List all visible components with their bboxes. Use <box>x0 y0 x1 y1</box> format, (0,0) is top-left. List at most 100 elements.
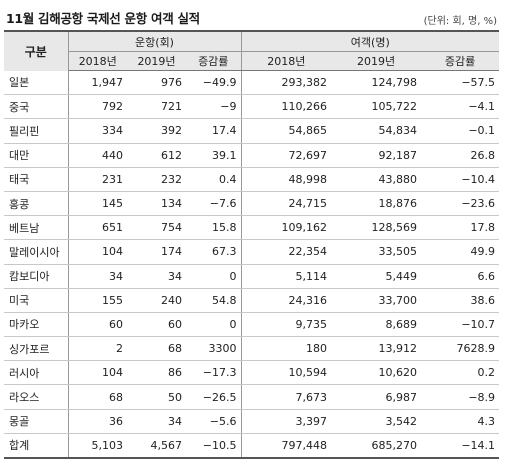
table-body: 일본 1,947 976 −49.9 293,382 124,798 −57.5 중국 792 7… <box>4 70 500 459</box>
cell-flights-2018: 792 <box>68 94 127 120</box>
cell-passengers-2018: 293,382 <box>241 70 332 96</box>
cell-passengers-2019: 10,620 <box>331 360 422 386</box>
cell-flights-2018: 68 <box>68 384 127 410</box>
table-row: 대만 440 612 39.1 72,697 92,187 26.8 <box>4 143 500 168</box>
table-row: 마카오 60 60 0 9,735 8,689 −10.7 <box>4 312 500 338</box>
cell-passengers-2018: 5,114 <box>241 264 332 289</box>
cell-passengers-2018: 110,266 <box>241 94 332 120</box>
cell-flights-2018: 1,947 <box>68 70 127 96</box>
cell-passengers-change: 7628.9 <box>421 336 500 362</box>
cell-flights-2018: 34 <box>68 264 127 289</box>
cell-passengers-2018: 109,162 <box>241 215 332 241</box>
header-flights-2018: 2018년 <box>68 51 127 71</box>
cell-country: 홍콩 <box>4 191 69 217</box>
cell-flights-2019: 174 <box>127 239 186 265</box>
cell-passengers-2019: 685,270 <box>331 432 422 459</box>
table-title: 11월 김해공항 국제선 운항 여객 실적 <box>6 11 200 26</box>
cell-flights-change: 54.8 <box>186 288 242 313</box>
cell-passengers-2018: 24,316 <box>241 288 332 313</box>
cell-passengers-2018: 54,865 <box>241 118 332 144</box>
cell-passengers-change: −0.1 <box>421 118 500 144</box>
cell-flights-2019: 86 <box>127 360 186 386</box>
cell-flights-change: −49.9 <box>186 70 242 96</box>
cell-passengers-change: 17.8 <box>421 215 500 241</box>
table-row: 말레이시아 104 174 67.3 22,354 33,505 49.9 <box>4 239 500 265</box>
cell-flights-change: −26.5 <box>186 384 242 410</box>
header-flights-change: 증감률 <box>186 51 242 71</box>
cell-flights-2019: 34 <box>127 409 186 434</box>
cell-flights-2019: 4,567 <box>127 432 186 459</box>
cell-passengers-2018: 7,673 <box>241 384 332 410</box>
header-passengers-group: 여객(명) <box>241 30 500 52</box>
cell-passengers-change: −57.5 <box>421 70 500 96</box>
table-row: 캄보디아 34 34 0 5,114 5,449 6.6 <box>4 264 500 289</box>
cell-flights-2018: 104 <box>68 360 127 386</box>
cell-passengers-2018: 3,397 <box>241 409 332 434</box>
cell-passengers-2019: 128,569 <box>331 215 422 241</box>
cell-flights-2018: 334 <box>68 118 127 144</box>
header-passengers-2019: 2019년 <box>331 51 422 71</box>
cell-passengers-2019: 13,912 <box>331 336 422 362</box>
cell-flights-2019: 232 <box>127 167 186 192</box>
table-row: 홍콩 145 134 −7.6 24,715 18,876 −23.6 <box>4 191 500 217</box>
header-passengers-change: 증감률 <box>421 51 500 71</box>
cell-flights-2019: 60 <box>127 312 186 338</box>
cell-passengers-2018: 48,998 <box>241 167 332 192</box>
cell-passengers-2019: 43,880 <box>331 167 422 192</box>
cell-passengers-2019: 6,987 <box>331 384 422 410</box>
cell-passengers-2019: 54,834 <box>331 118 422 144</box>
cell-country: 합계 <box>4 432 69 459</box>
cell-passengers-2019: 105,722 <box>331 94 422 120</box>
cell-flights-2018: 145 <box>68 191 127 217</box>
cell-country: 대만 <box>4 143 69 168</box>
cell-flights-change: −10.5 <box>186 432 242 459</box>
cell-passengers-2019: 33,505 <box>331 239 422 265</box>
cell-passengers-change: 49.9 <box>421 239 500 265</box>
cell-country: 말레이시아 <box>4 239 69 265</box>
cell-flights-change: −5.6 <box>186 409 242 434</box>
cell-country: 러시아 <box>4 360 69 386</box>
cell-flights-2019: 392 <box>127 118 186 144</box>
cell-country: 라오스 <box>4 384 69 410</box>
cell-passengers-2018: 24,715 <box>241 191 332 217</box>
cell-passengers-change: 0.2 <box>421 360 500 386</box>
cell-passengers-2018: 10,594 <box>241 360 332 386</box>
cell-flights-change: 67.3 <box>186 239 242 265</box>
cell-flights-change: −17.3 <box>186 360 242 386</box>
cell-flights-2018: 231 <box>68 167 127 192</box>
cell-country: 태국 <box>4 167 69 192</box>
unit-note: (단위: 회, 명, %) <box>423 16 497 27</box>
cell-flights-2019: 240 <box>127 288 186 313</box>
cell-flights-2018: 104 <box>68 239 127 265</box>
cell-flights-2018: 60 <box>68 312 127 338</box>
cell-flights-2018: 651 <box>68 215 127 241</box>
cell-flights-change: 17.4 <box>186 118 242 144</box>
header-flights-2019: 2019년 <box>127 51 186 71</box>
table-row: 베트남 651 754 15.8 109,162 128,569 17.8 <box>4 215 500 241</box>
cell-passengers-change: 4.3 <box>421 409 500 434</box>
cell-passengers-2019: 124,798 <box>331 70 422 96</box>
cell-flights-2019: 754 <box>127 215 186 241</box>
cell-passengers-change: −4.1 <box>421 94 500 120</box>
cell-flights-change: 0.4 <box>186 167 242 192</box>
cell-passengers-2018: 797,448 <box>241 432 332 459</box>
cell-passengers-change: −23.6 <box>421 191 500 217</box>
cell-flights-change: 3300 <box>186 336 242 362</box>
cell-flights-change: −9 <box>186 94 242 120</box>
cell-flights-2019: 34 <box>127 264 186 289</box>
cell-passengers-2019: 3,542 <box>331 409 422 434</box>
cell-passengers-change: −8.9 <box>421 384 500 410</box>
cell-flights-2018: 36 <box>68 409 127 434</box>
cell-passengers-2019: 18,876 <box>331 191 422 217</box>
cell-country: 미국 <box>4 288 69 313</box>
cell-country: 필리핀 <box>4 118 69 144</box>
cell-flights-2019: 721 <box>127 94 186 120</box>
header-flights-group: 운항(회) <box>68 30 242 52</box>
table-row: 필리핀 334 392 17.4 54,865 54,834 −0.1 <box>4 118 500 144</box>
cell-flights-2018: 5,103 <box>68 432 127 459</box>
cell-passengers-2018: 180 <box>241 336 332 362</box>
header-passengers-2018: 2018년 <box>241 51 332 71</box>
cell-passengers-change: 26.8 <box>421 143 500 168</box>
cell-passengers-2019: 8,689 <box>331 312 422 338</box>
